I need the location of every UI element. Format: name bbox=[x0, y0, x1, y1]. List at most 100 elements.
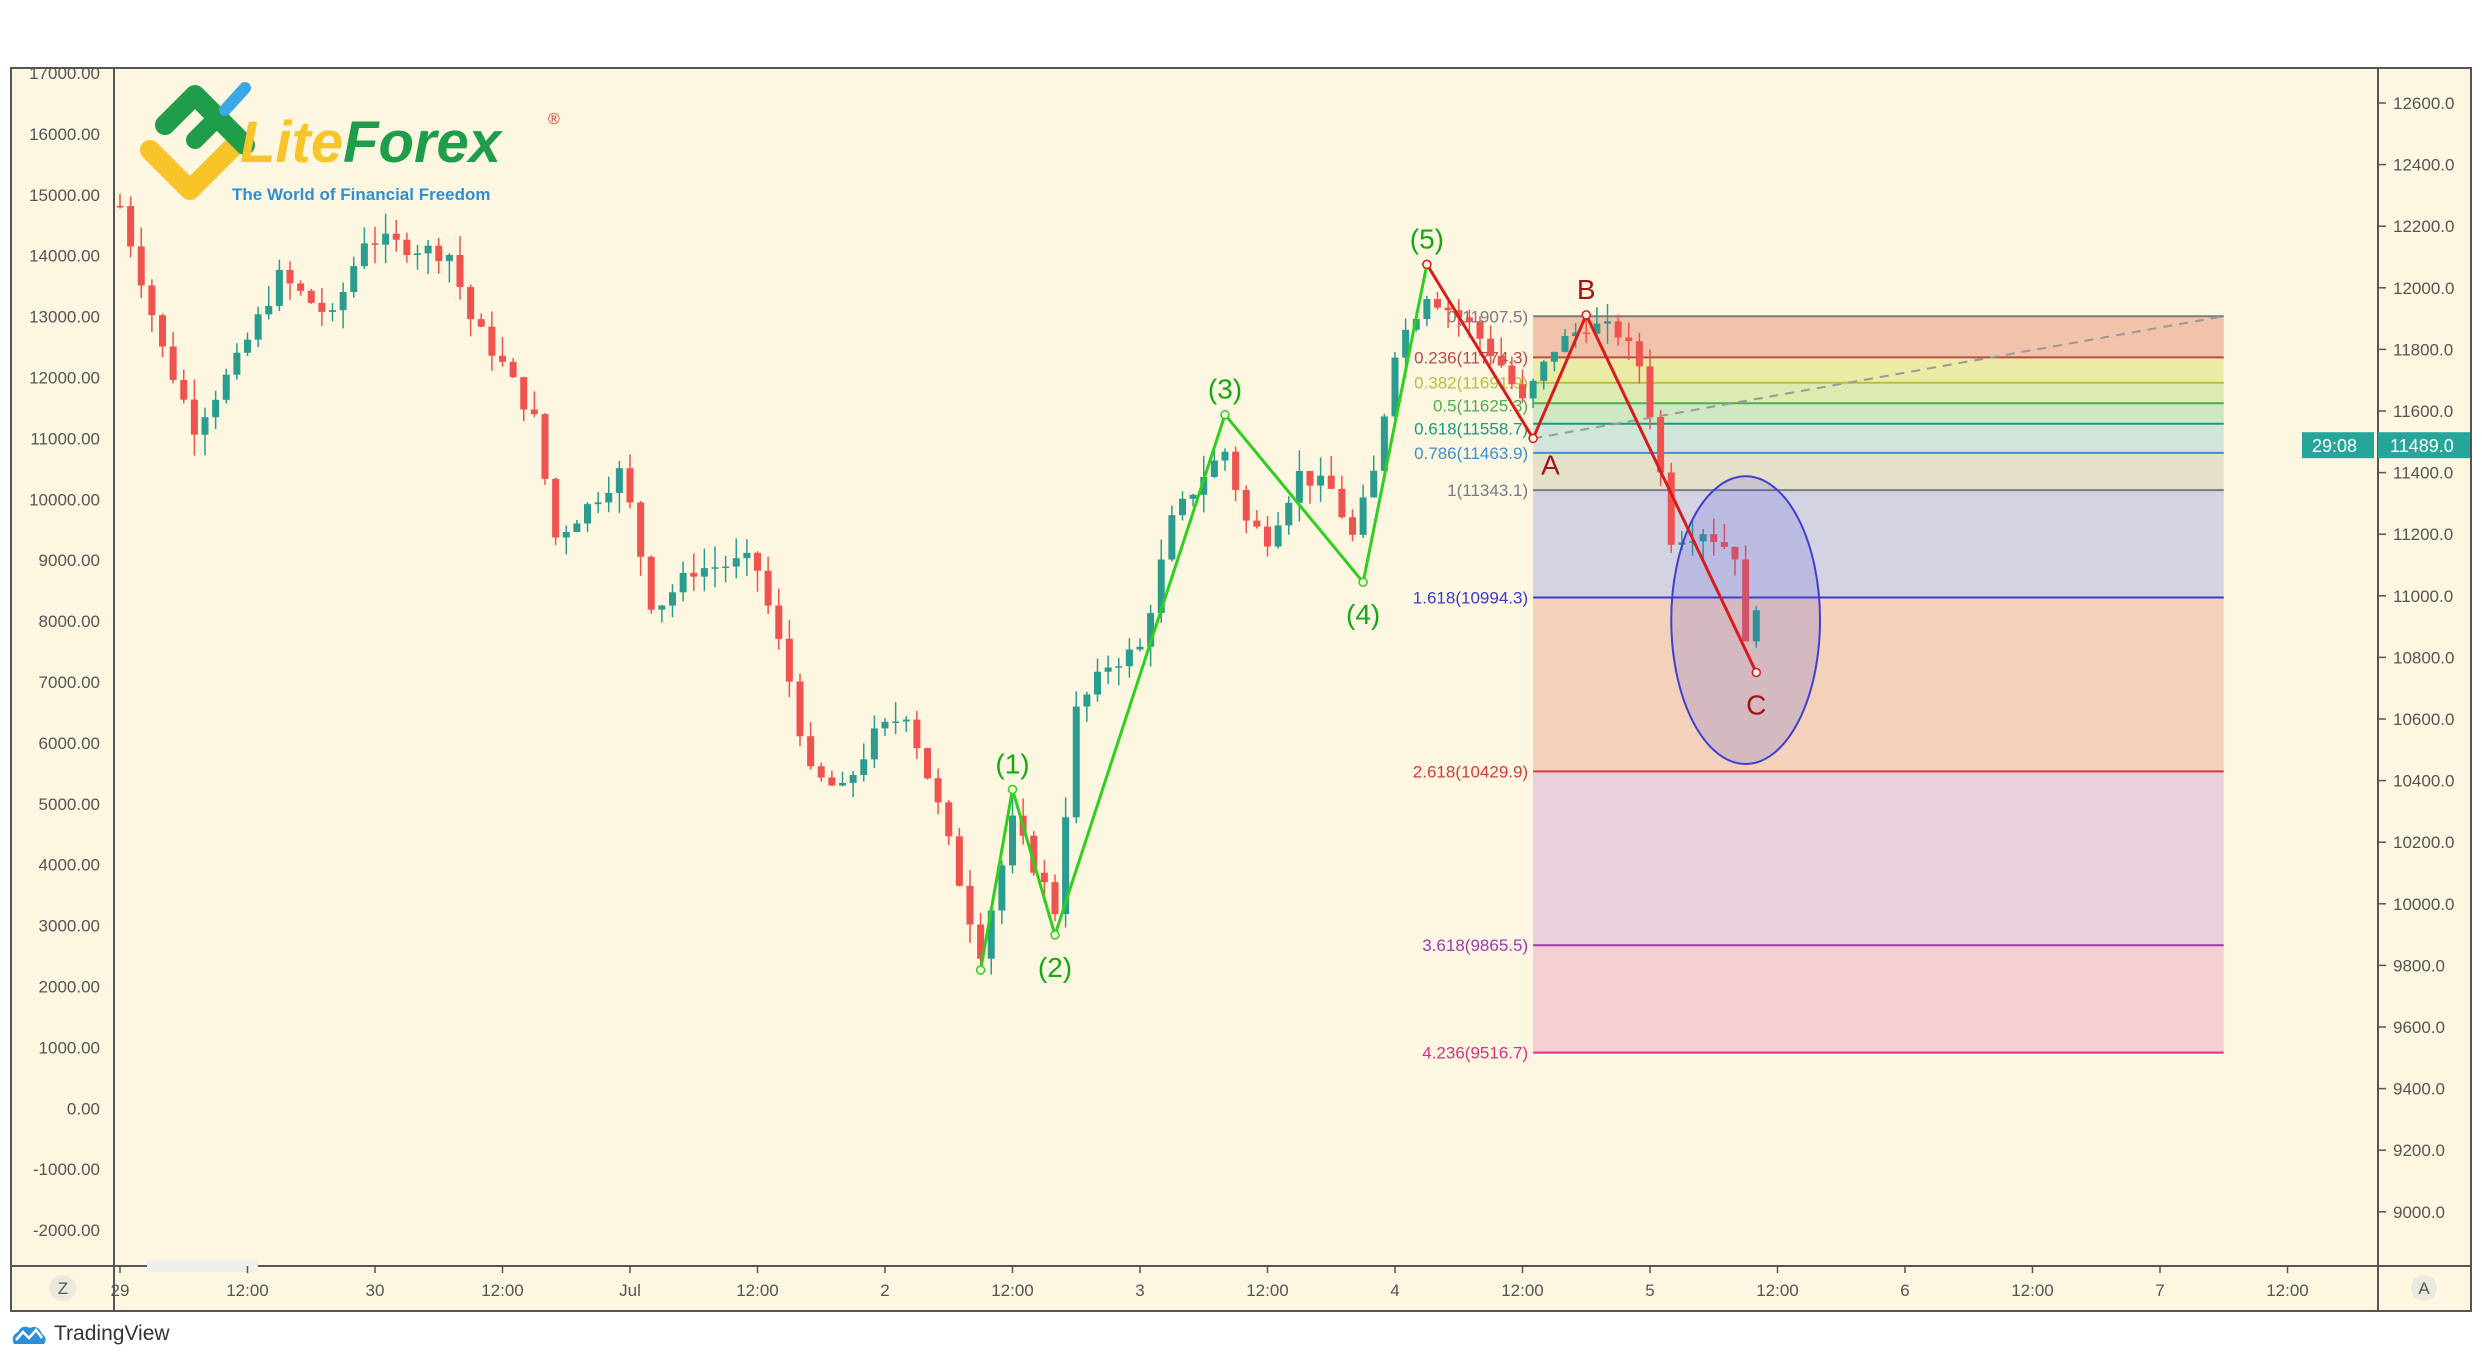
candle-body bbox=[169, 346, 177, 380]
candle bbox=[1051, 874, 1059, 922]
candle bbox=[722, 555, 730, 583]
candle bbox=[180, 369, 188, 404]
time-axis-tick-label: 12:00 bbox=[1501, 1281, 1544, 1300]
candle bbox=[615, 460, 623, 514]
candle bbox=[339, 282, 347, 329]
candle-body bbox=[371, 243, 379, 245]
candle-body bbox=[966, 885, 974, 925]
candle-body bbox=[254, 314, 262, 340]
candle bbox=[307, 288, 315, 304]
time-axis[interactable]: 29 12:00 30 12:00 Jul 12:00 2 12:00 3 12:00 4 12:00… bbox=[111, 1266, 2309, 1300]
candle-body bbox=[180, 379, 188, 400]
candle bbox=[1221, 448, 1229, 471]
candle-body bbox=[902, 719, 910, 722]
axes bbox=[11, 68, 2471, 1311]
left-axis-tick-label: 13000.00 bbox=[29, 308, 100, 327]
candle bbox=[1561, 329, 1569, 353]
candles bbox=[116, 193, 1760, 975]
candle-body bbox=[286, 269, 294, 284]
candle-body bbox=[265, 305, 273, 315]
right-axis-tick-label: 10200.0 bbox=[2393, 833, 2454, 852]
right-axis-tick-label: 11600.0 bbox=[2393, 402, 2453, 421]
candle bbox=[297, 280, 305, 296]
candle-body bbox=[711, 567, 719, 569]
candle-body bbox=[1582, 332, 1590, 335]
impulse-wave-point[interactable] bbox=[975, 965, 986, 975]
impulse-wave-label: (1) bbox=[995, 749, 1029, 780]
impulse-wave-point[interactable] bbox=[1007, 784, 1018, 795]
candle-body bbox=[1423, 299, 1431, 320]
candle bbox=[137, 227, 145, 299]
scroll-handle[interactable] bbox=[147, 1260, 258, 1272]
candle-body bbox=[1274, 525, 1282, 547]
time-axis-tick-label: 12:00 bbox=[226, 1281, 269, 1300]
impulse-wave-line[interactable] bbox=[979, 264, 1429, 971]
candle-body bbox=[1040, 872, 1048, 883]
candle-body bbox=[796, 681, 804, 737]
corrective-wave-point[interactable] bbox=[1751, 667, 1761, 678]
candle bbox=[1370, 455, 1378, 498]
candle-body bbox=[467, 287, 475, 320]
impulse-wave-point[interactable] bbox=[1358, 577, 1368, 587]
corrective-wave-line[interactable] bbox=[1425, 263, 1758, 674]
candle-body bbox=[456, 255, 464, 288]
candle-body bbox=[1221, 451, 1229, 461]
corrective-wave-point[interactable] bbox=[1528, 433, 1538, 444]
candle bbox=[212, 390, 220, 430]
candle bbox=[1550, 351, 1558, 372]
candle bbox=[1094, 658, 1101, 702]
trend-line[interactable] bbox=[1532, 315, 2224, 440]
candle bbox=[499, 337, 506, 367]
candle-body bbox=[1295, 470, 1303, 503]
fib-level-label: 0.786(11463.9) bbox=[1414, 444, 1528, 463]
left-price-axis[interactable]: 17000.00 16000.00 15000.00 14000.00 13000.00… bbox=[29, 64, 100, 1240]
right-price-axis[interactable]: 12600.0 12400.0 12200.0 12000.0 11800.0 11600… bbox=[2302, 94, 2470, 1222]
candle-body bbox=[1189, 494, 1197, 499]
corrective-wave-point[interactable] bbox=[1581, 310, 1591, 320]
left-axis-tick-label: 10000.00 bbox=[29, 490, 100, 509]
candle-body bbox=[1232, 451, 1240, 490]
candle-body bbox=[1030, 835, 1038, 873]
candle bbox=[1030, 831, 1038, 876]
left-axis-tick-label: 5000.00 bbox=[39, 795, 100, 814]
liteforex-logo: LiteForex ® The World of Financial Freed… bbox=[140, 82, 560, 204]
right-axis-tick-label: 12200.0 bbox=[2393, 217, 2454, 236]
candle bbox=[1593, 307, 1601, 336]
candle-body bbox=[860, 759, 868, 775]
candle bbox=[743, 539, 751, 577]
candle bbox=[456, 236, 464, 300]
candle bbox=[945, 800, 953, 846]
candle bbox=[817, 762, 825, 782]
candle bbox=[679, 561, 687, 602]
candle bbox=[977, 912, 985, 965]
left-axis-tick-label: -2000.00 bbox=[33, 1221, 100, 1240]
candle-body bbox=[1465, 317, 1473, 322]
right-axis-tick-label: 10400.0 bbox=[2393, 772, 2454, 791]
drawings[interactable]: (1) (2) (3) (4) (5) A B C bbox=[975, 223, 2224, 983]
candle bbox=[594, 492, 602, 514]
candle-body bbox=[1136, 646, 1144, 650]
candle bbox=[1497, 337, 1505, 368]
auto-scale-button[interactable]: A bbox=[2411, 1275, 2437, 1301]
candle bbox=[1317, 457, 1325, 502]
highlight-ellipse[interactable] bbox=[1670, 475, 1821, 765]
impulse-wave-point[interactable] bbox=[1050, 930, 1060, 940]
fib-band bbox=[1533, 452, 2224, 491]
fibonacci-extension[interactable]: 0(11907.5)0.236(11774.3)0.382(11691.9)0.… bbox=[1413, 307, 2224, 1063]
tradingview-attribution[interactable]: TradingView bbox=[10, 1322, 170, 1346]
time-axis-tick-label: 7 bbox=[2155, 1281, 2164, 1300]
candle-body bbox=[1646, 366, 1654, 418]
candle bbox=[924, 747, 931, 780]
candle-body bbox=[987, 910, 995, 959]
candle-body bbox=[424, 245, 432, 254]
left-axis-tick-label: 2000.00 bbox=[39, 978, 100, 997]
left-axis-tick-label: 3000.00 bbox=[39, 917, 100, 936]
left-corner-button[interactable]: Z bbox=[50, 1275, 76, 1301]
candle-body bbox=[828, 777, 836, 786]
candle-body bbox=[690, 572, 698, 577]
corrective-wave-point[interactable] bbox=[1422, 259, 1432, 270]
impulse-wave-label: (3) bbox=[1208, 374, 1242, 405]
right-axis-tick-label: 10600.0 bbox=[2393, 710, 2454, 729]
impulse-wave-point[interactable] bbox=[1220, 409, 1230, 420]
